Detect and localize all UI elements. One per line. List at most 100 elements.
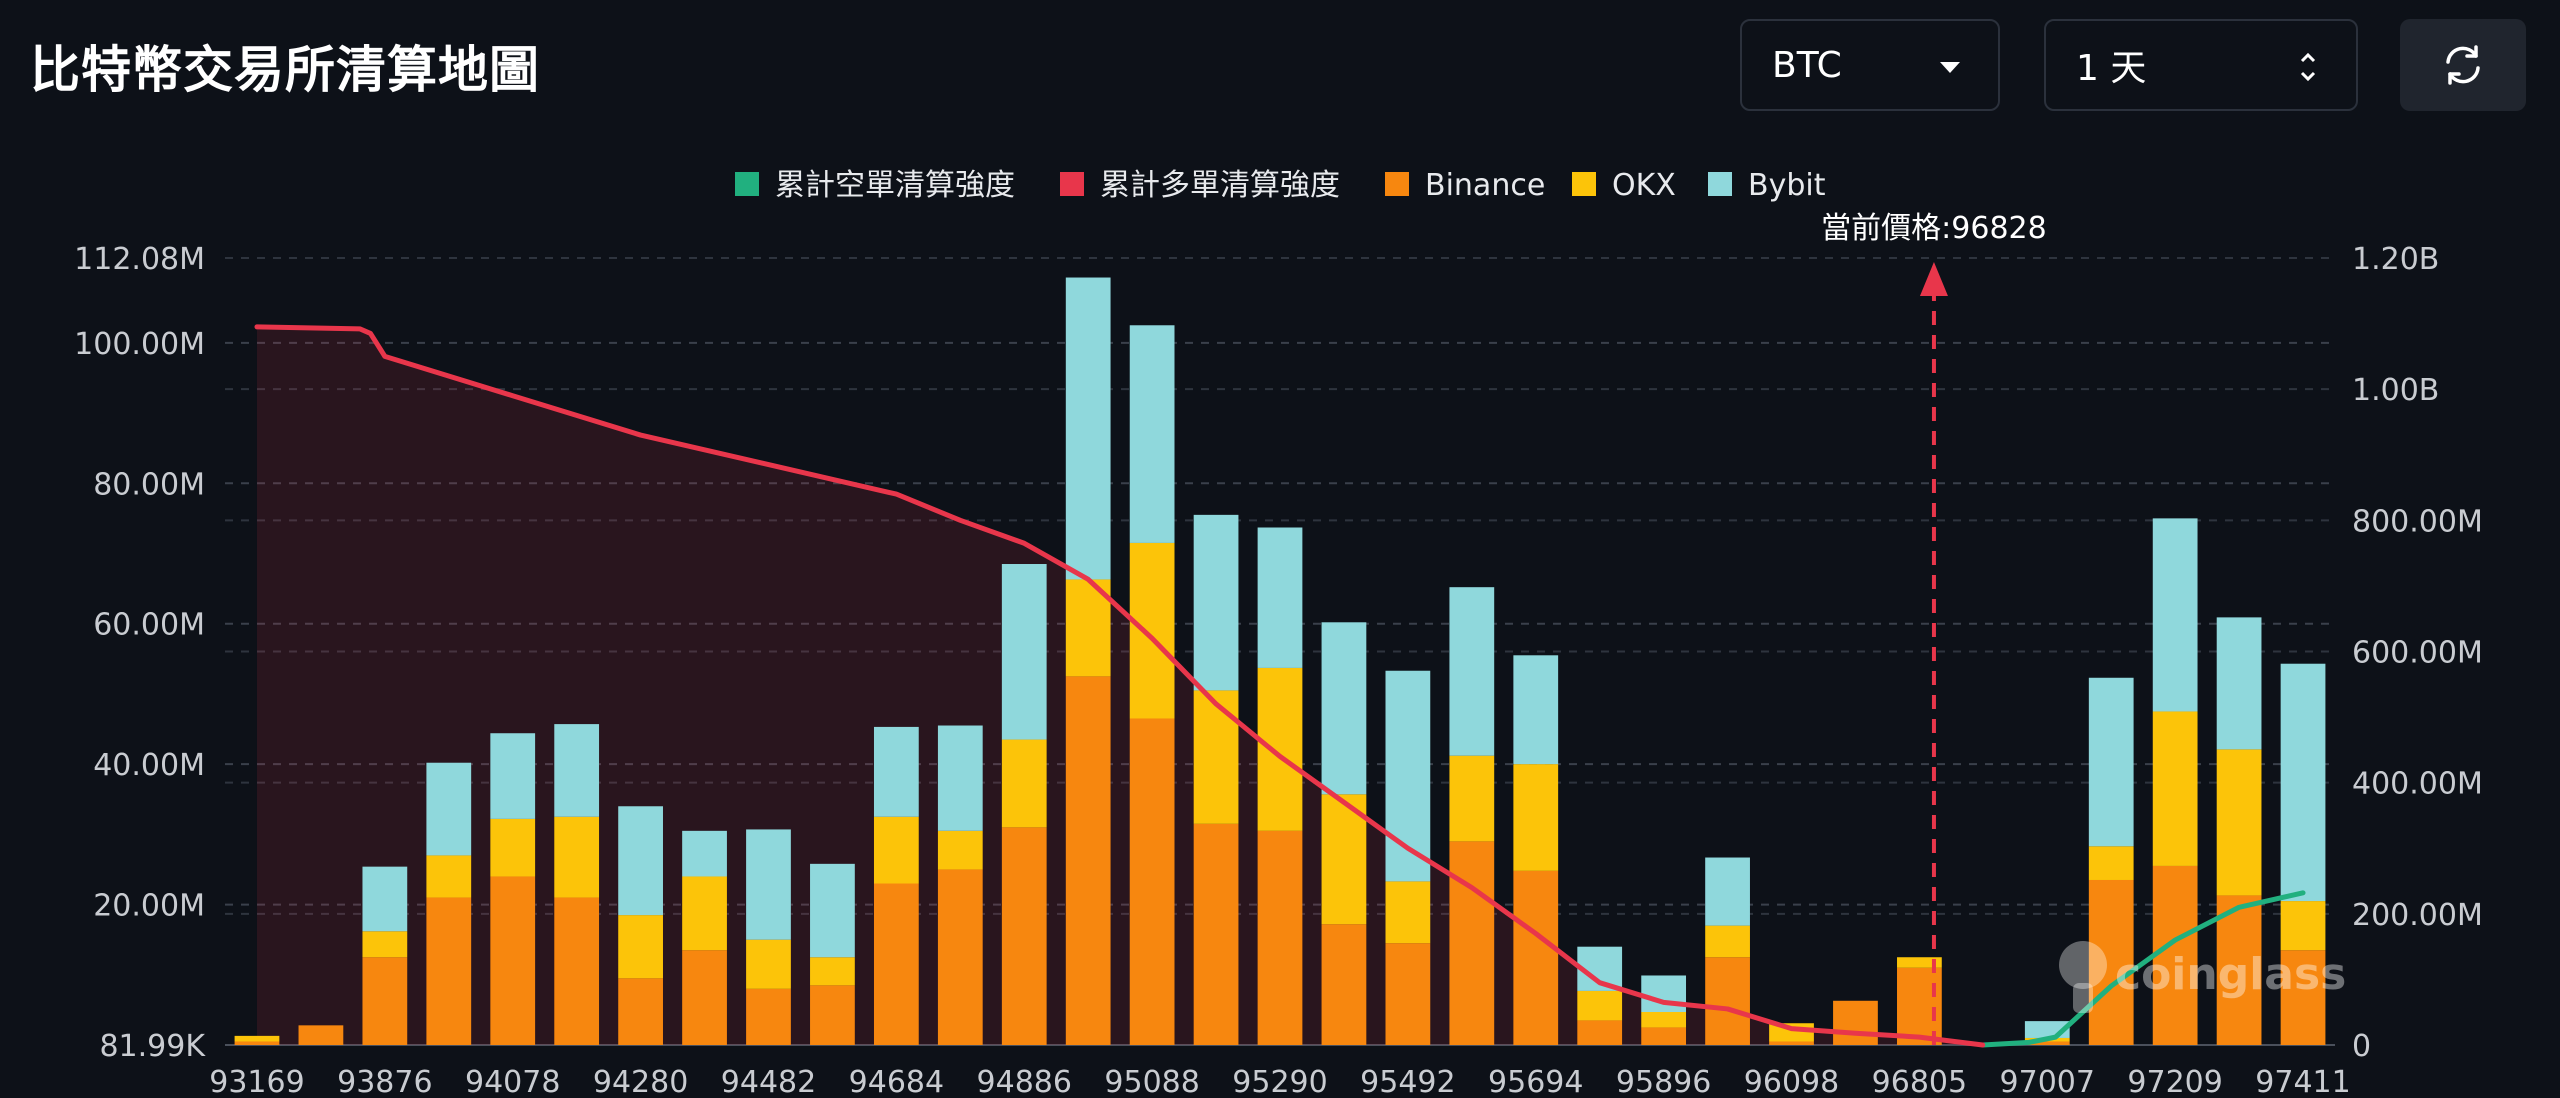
chevron-down-icon xyxy=(1940,62,1960,73)
x-tick-label: 97411 xyxy=(2255,1065,2350,1098)
legend-label: 累計多單清算強度 xyxy=(1100,168,1340,203)
y-right-tick-label: 600.00M xyxy=(2352,636,2483,671)
bars xyxy=(234,277,2326,1045)
time-range-select[interactable]: 1 天 xyxy=(2044,19,2358,111)
bar-bybit-95391 xyxy=(1321,622,1367,795)
bar-okx-95997 xyxy=(1705,925,1750,958)
axes: 81.99K 20.00M 40.00M 60.00M 80.00M 100.00M 112… xyxy=(74,242,2483,1098)
bar-okx-93977 xyxy=(426,855,472,898)
bar-binance-97108 xyxy=(2088,879,2134,1045)
x-tick-label: 94280 xyxy=(593,1065,688,1098)
refresh-button[interactable] xyxy=(2400,19,2526,111)
bar-binance-95694 xyxy=(1513,870,1559,1045)
bar-okx-94381 xyxy=(682,876,727,951)
bar-bybit-94179 xyxy=(554,724,600,817)
bar-binance-95795 xyxy=(1577,1020,1623,1045)
legend-swatch xyxy=(1572,172,1596,196)
bar-bybit-94886 xyxy=(1001,564,1047,740)
bar-binance-94482 xyxy=(746,988,791,1045)
refresh-icon xyxy=(2446,45,2480,85)
y-left-tick-label: 100.00M xyxy=(74,327,205,362)
current-price-marker: 當前價格:96828 xyxy=(1821,211,2047,1045)
bar-bybit-94482 xyxy=(746,829,791,940)
bar-okx-94280 xyxy=(618,915,663,979)
coin-select-value: BTC xyxy=(1772,44,1842,86)
bar-okx-96805 xyxy=(1897,957,1942,968)
bar-bybit-94381 xyxy=(682,830,727,877)
coin-select[interactable]: BTC xyxy=(1740,19,2000,111)
bar-binance-95391 xyxy=(1321,924,1367,1045)
bar-binance-93977 xyxy=(426,897,472,1045)
legend-swatch xyxy=(735,172,759,196)
bar-bybit-94078 xyxy=(490,733,536,819)
bar-binance-94381 xyxy=(682,950,727,1045)
legend-label: OKX xyxy=(1612,168,1676,203)
bar-bybit-97108 xyxy=(2088,677,2134,847)
chart-legend: 累計空單清算強度 累計多單清算強度 Binance OKX Bybit xyxy=(735,168,1826,203)
bar-binance-95189 xyxy=(1193,823,1239,1045)
bar-bybit-93977 xyxy=(426,762,472,856)
bar-binance-95896 xyxy=(1641,1027,1687,1045)
bar-binance-95492 xyxy=(1385,943,1431,1045)
watermark: coinglass xyxy=(2059,941,2346,1013)
bar-bybit-97310 xyxy=(2216,617,2262,750)
x-tick-label: 97007 xyxy=(2000,1065,2095,1098)
y-left-tick-label: 80.00M xyxy=(93,467,205,502)
bar-okx-94482 xyxy=(746,939,791,989)
bar-binance-95088 xyxy=(1129,718,1175,1045)
bar-okx-95088 xyxy=(1129,542,1175,719)
bar-binance-94280 xyxy=(618,978,663,1045)
y-left-tick-label: 60.00M xyxy=(93,608,205,643)
bar-bybit-94280 xyxy=(618,806,663,916)
bar-binance-97209 xyxy=(2152,865,2198,1045)
y-right-tick-label: 200.00M xyxy=(2352,898,2483,933)
x-tick-label: 95088 xyxy=(1104,1065,1199,1098)
bar-okx-95492 xyxy=(1385,881,1431,944)
bar-bybit-95997 xyxy=(1705,857,1750,926)
bar-okx-94785 xyxy=(937,830,983,870)
bar-bybit-97411 xyxy=(2280,663,2326,902)
bar-okx-94684 xyxy=(873,816,919,884)
bar-bybit-97209 xyxy=(2152,518,2198,712)
bar-bybit-94785 xyxy=(937,725,983,831)
bar-okx-94886 xyxy=(1001,739,1047,828)
bar-okx-97108 xyxy=(2088,846,2134,880)
y-left-tick-label: 112.08M xyxy=(74,242,205,277)
bar-okx-95189 xyxy=(1193,690,1239,824)
bar-okx-94179 xyxy=(554,816,600,898)
bar-okx-95694 xyxy=(1513,764,1559,871)
x-tick-label: 95694 xyxy=(1488,1065,1583,1098)
legend-label: Binance xyxy=(1425,168,1545,203)
bar-bybit-95896 xyxy=(1641,975,1687,1012)
bar-okx-97310 xyxy=(2216,749,2262,896)
bar-okx-94078 xyxy=(490,818,536,877)
bar-okx-97411 xyxy=(2280,901,2326,951)
bar-binance-93236 xyxy=(298,1025,344,1045)
time-range-value: 1 天 xyxy=(2076,48,2147,89)
legend-label: Bybit xyxy=(1748,168,1826,203)
bar-binance-94684 xyxy=(873,883,919,1045)
bar-bybit-95593 xyxy=(1449,587,1495,756)
x-tick-label: 94684 xyxy=(849,1065,944,1098)
x-tick-label: 96098 xyxy=(1744,1065,1839,1098)
bar-okx-97209 xyxy=(2152,711,2198,866)
bar-bybit-95290 xyxy=(1257,527,1303,668)
x-tick-label: 96805 xyxy=(1872,1065,1967,1098)
bar-bybit-95088 xyxy=(1129,325,1175,543)
watermark-logo-base xyxy=(2073,983,2093,1013)
bar-binance-94987 xyxy=(1065,676,1111,1045)
bar-bybit-95189 xyxy=(1193,514,1239,691)
watermark-text: coinglass xyxy=(2115,949,2346,1000)
bar-okx-95593 xyxy=(1449,755,1495,842)
legend-swatch xyxy=(1060,172,1084,196)
short-liq-line xyxy=(1980,890,2306,1048)
bar-okx-95896 xyxy=(1641,1011,1687,1028)
long-liq-line xyxy=(254,324,1986,1048)
current-price-arrow xyxy=(1919,262,1948,296)
bar-bybit-94684 xyxy=(873,726,919,817)
updown-arrows-icon xyxy=(2300,52,2316,82)
bar-bybit-94583 xyxy=(810,863,855,958)
x-tick-label: 95290 xyxy=(1232,1065,1327,1098)
